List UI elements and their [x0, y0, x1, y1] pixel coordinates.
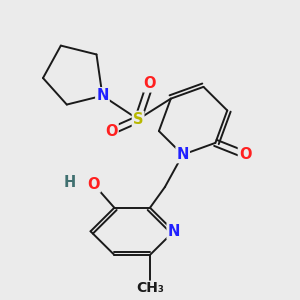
Text: H: H [64, 175, 76, 190]
Text: S: S [133, 112, 143, 127]
Text: N: N [96, 88, 109, 103]
Text: N: N [176, 147, 189, 162]
Text: N: N [168, 224, 180, 239]
Text: O: O [144, 76, 156, 92]
Text: O: O [105, 124, 118, 139]
Text: CH₃: CH₃ [136, 281, 164, 296]
Text: O: O [87, 177, 100, 192]
Text: O: O [239, 147, 251, 162]
